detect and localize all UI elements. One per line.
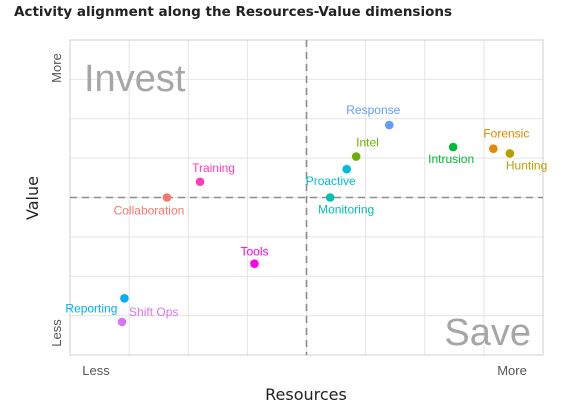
point-proactive bbox=[342, 164, 352, 174]
y-axis-title: Value bbox=[23, 176, 42, 220]
point-training bbox=[195, 177, 205, 187]
point-label-training: Training bbox=[192, 161, 235, 175]
quadrant-label-save: Save bbox=[444, 312, 531, 354]
point-monitoring bbox=[325, 193, 335, 202]
point-label-reporting: Reporting bbox=[65, 301, 117, 315]
point-label-monitoring: Monitoring bbox=[318, 203, 374, 217]
point-shift-ops bbox=[117, 317, 127, 327]
point-response bbox=[384, 120, 394, 130]
point-intrusion bbox=[448, 142, 458, 152]
point-label-intel: Intel bbox=[356, 136, 379, 150]
quadrant-label-invest: Invest bbox=[84, 58, 186, 100]
x-axis-title: Resources bbox=[265, 385, 347, 404]
y-tick-label-less: Less bbox=[49, 319, 64, 347]
point-label-hunting: Hunting bbox=[506, 158, 547, 172]
point-hunting bbox=[505, 149, 515, 158]
x-tick-label-less: Less bbox=[82, 363, 110, 378]
quadrant-labels: Invest Save bbox=[84, 58, 531, 354]
point-reporting bbox=[120, 294, 129, 303]
point-label-collaboration: Collaboration bbox=[114, 204, 185, 218]
quadrant-dividers bbox=[70, 40, 543, 355]
point-intel bbox=[351, 152, 361, 161]
point-forensic bbox=[489, 144, 498, 153]
x-tick-label-more: More bbox=[497, 363, 527, 378]
point-label-tools: Tools bbox=[240, 245, 268, 259]
point-tools bbox=[250, 259, 259, 268]
y-tick-label-more: More bbox=[49, 53, 64, 83]
point-collaboration bbox=[162, 193, 172, 202]
point-label-forensic: Forensic bbox=[483, 127, 529, 141]
axes: Less More Less More Resources Value bbox=[23, 53, 527, 404]
data-points: Response Forensic Intel Intrusion Hunting Pro… bbox=[65, 103, 547, 327]
point-label-proactive: Proactive bbox=[306, 174, 356, 188]
point-label-shift-ops: Shift Ops bbox=[129, 305, 178, 319]
point-label-intrusion: Intrusion bbox=[428, 152, 474, 166]
chart-title: Activity alignment along the Resources-V… bbox=[14, 4, 453, 20]
point-label-response: Response bbox=[346, 103, 400, 117]
